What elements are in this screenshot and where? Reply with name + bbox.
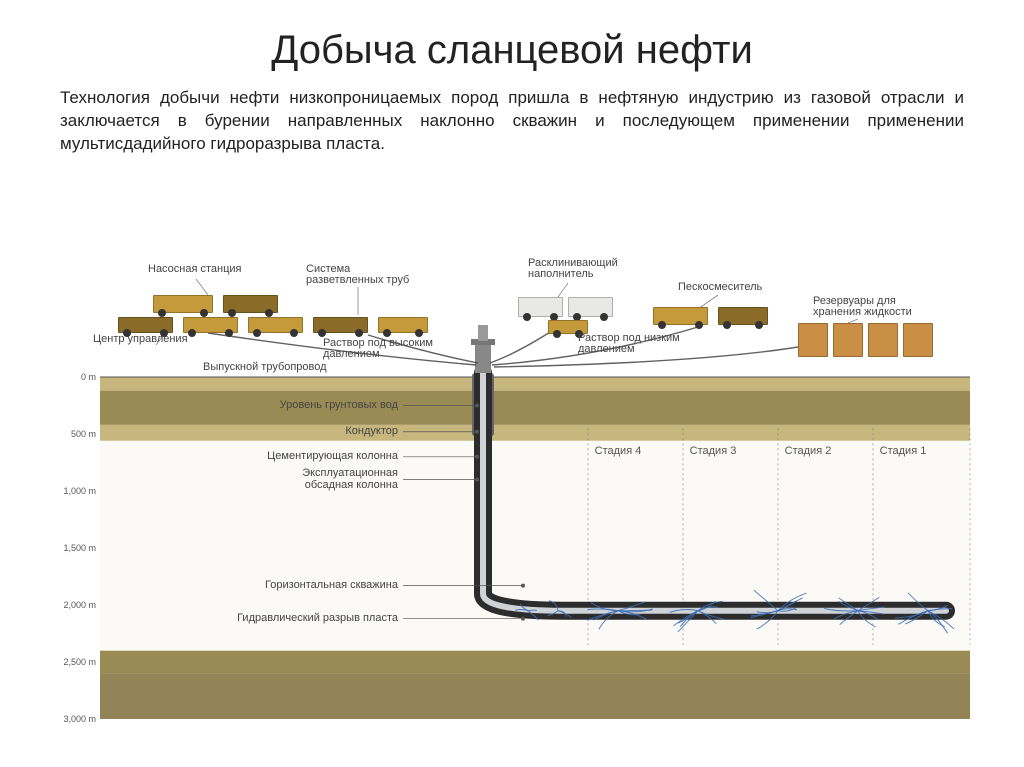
equip-t9: [568, 297, 613, 317]
equip-t4: [183, 317, 238, 333]
equip-tk4: [903, 323, 933, 357]
equip-t11: [718, 307, 768, 325]
equip-tk1: [798, 323, 828, 357]
depth-mark-500: 500 m: [58, 429, 96, 439]
equip-t10: [653, 307, 708, 325]
depth-mark-0: 0 m: [58, 372, 96, 382]
stage-label-1: Стадия 4: [583, 445, 653, 457]
surface-label-control: Центр управления: [93, 333, 188, 345]
depth-mark-3000: 3,000 m: [58, 714, 96, 724]
component-frac: Гидравлический разрыв пласта: [237, 612, 398, 624]
surface-label-manifold-l1: разветвленных труб: [306, 274, 409, 286]
component-casing-l1: обсадная колонна: [305, 479, 398, 491]
component-cement: Цементирующая колонна: [267, 450, 398, 462]
equip-t1: [153, 295, 213, 313]
page-title: Добыча сланцевой нефти: [0, 0, 1024, 87]
equip-t6: [313, 317, 368, 333]
equip-tk3: [868, 323, 898, 357]
surface-label-blender: Пескосмеситель: [678, 281, 762, 293]
component-casing: Эксплуатационная: [302, 467, 398, 479]
surface-label-pump: Насосная станция: [148, 263, 242, 275]
stage-label-2: Стадия 3: [678, 445, 748, 457]
stage-label-4: Стадия 1: [868, 445, 938, 457]
stage-label-3: Стадия 2: [773, 445, 843, 457]
depth-mark-2000: 2,000 m: [58, 600, 96, 610]
surface-label-outlet: Выпускной трубопровод: [203, 361, 327, 373]
diagram-container: 0 m 500 m 1,000 m 1,500 m 2,000 m 2,500 m 3,00…: [58, 265, 978, 745]
surface-label-tanks-l1: хранения жидкости: [813, 306, 912, 318]
surface-label-hp-l1: давлением: [323, 348, 380, 360]
component-horiz: Горизонтальная скважина: [265, 579, 398, 591]
equip-t3: [118, 317, 173, 333]
equip-t7: [378, 317, 428, 333]
depth-mark-2500: 2,500 m: [58, 657, 96, 667]
diagram-labels: 0 m 500 m 1,000 m 1,500 m 2,000 m 2,500 m 3,00…: [58, 265, 978, 745]
equip-t5: [248, 317, 303, 333]
component-gw: Уровень грунтовых вод: [280, 399, 398, 411]
component-cond: Кондуктор: [345, 425, 398, 437]
surface-label-prop-l1: наполнитель: [528, 268, 593, 280]
equip-t8: [518, 297, 563, 317]
description-text: Технология добычи нефти низкопроницаемых…: [0, 87, 1024, 162]
equip-tk2: [833, 323, 863, 357]
depth-mark-1000: 1,000 m: [58, 486, 96, 496]
depth-mark-1500: 1,500 m: [58, 543, 96, 553]
surface-label-lp-l1: давлением: [578, 343, 635, 355]
equip-t2: [223, 295, 278, 313]
